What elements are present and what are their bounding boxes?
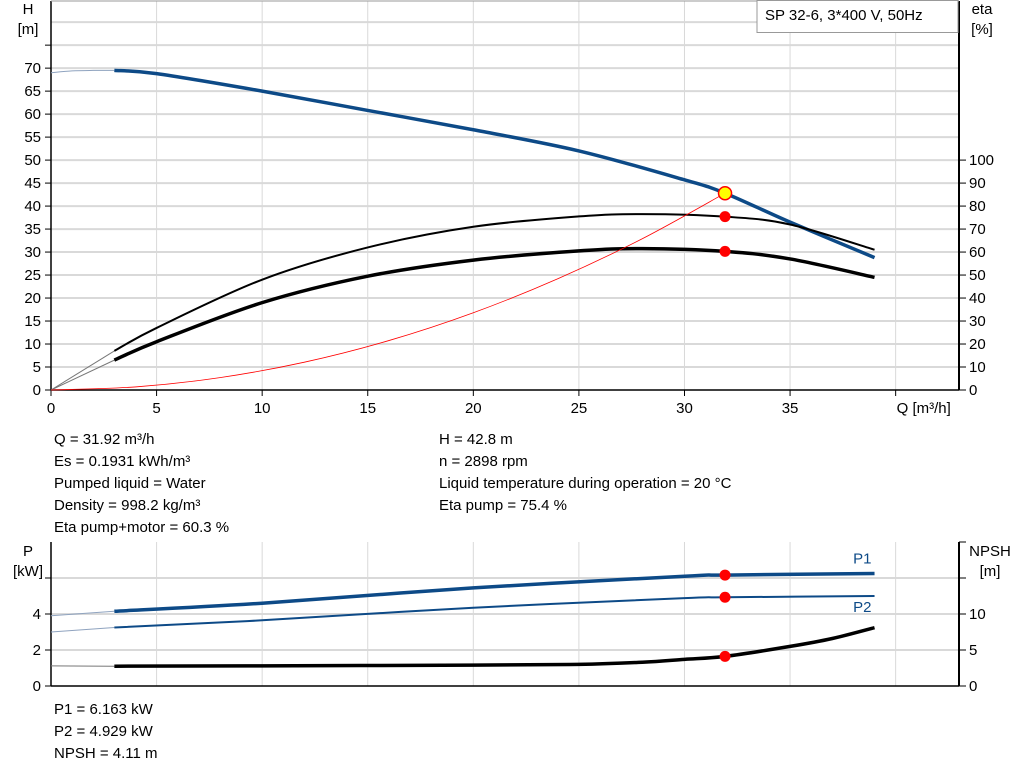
- y-left-tick-label: 25: [24, 267, 41, 284]
- eta-pump-motor-curve: [113, 246, 875, 362]
- y-left-tick-label: 45: [24, 175, 41, 192]
- duty-point-eta-pump-marker: [719, 211, 731, 223]
- x-tick-label: 30: [676, 400, 693, 417]
- info-n: n = 2898 rpm: [439, 453, 528, 470]
- p1-series-label: P1: [853, 551, 871, 568]
- x-tick-label: 10: [254, 400, 271, 417]
- eta-pump-curve: [113, 213, 875, 352]
- p1-curve: [114, 571, 875, 614]
- y-left-tick-label: 60: [24, 106, 41, 123]
- y-left-axis-label: H: [23, 1, 34, 18]
- duty-point-p1-marker: [719, 569, 731, 581]
- y-left-tick-label: 65: [24, 83, 41, 100]
- y-right-tick-label: 10: [969, 606, 986, 623]
- y-left-tick-label: 15: [24, 313, 41, 330]
- y-right-tick-label: 5: [969, 642, 977, 659]
- info-p1: P1 = 6.163 kW: [54, 701, 153, 718]
- p2-extension-line: [50, 627, 115, 633]
- duty-point-eta-pump-motor-marker: [719, 245, 731, 257]
- y-right-tick-label: 10: [969, 359, 986, 376]
- y-left-axis-unit: [kW]: [13, 563, 43, 580]
- y-left-tick-label: 10: [24, 336, 41, 353]
- y-right-tick-label: 100: [969, 152, 994, 169]
- y-left-tick-label: 35: [24, 221, 41, 238]
- system-curve-curve: [50, 192, 726, 391]
- duty-point-npsh-marker: [719, 650, 731, 662]
- p1-extension-line: [50, 610, 115, 617]
- x-tick-label: 0: [47, 400, 55, 417]
- h-extension-line: [50, 69, 115, 74]
- y-right-tick-label: 0: [969, 382, 977, 399]
- y-left-axis-label: P: [23, 543, 33, 560]
- info-eta-pump-motor: Eta pump+motor = 60.3 %: [54, 519, 230, 536]
- y-left-tick-label: 4: [33, 606, 41, 623]
- y-left-tick-label: 20: [24, 290, 41, 307]
- y-left-tick-label: 2: [33, 642, 41, 659]
- x-tick-label: 35: [782, 400, 799, 417]
- info-temp: Liquid temperature during operation = 20…: [439, 475, 732, 492]
- info-q: Q = 31.92 m³/h: [54, 431, 155, 448]
- y-right-tick-label: 20: [969, 336, 986, 353]
- info-density: Density = 998.2 kg/m³: [54, 497, 201, 514]
- info-liquid: Pumped liquid = Water: [54, 475, 206, 492]
- y-right-tick-label: 60: [969, 244, 986, 261]
- y-right-axis-unit: [m]: [980, 563, 1001, 580]
- y-right-tick-label: 50: [969, 267, 986, 284]
- info-p2: P2 = 4.929 kW: [54, 723, 153, 740]
- duty-point-p2-marker: [719, 591, 731, 603]
- y-right-axis-label: eta: [972, 1, 994, 18]
- y-right-axis-label: NPSH: [969, 543, 1011, 560]
- operating-point-marker: [717, 185, 733, 201]
- chart-title: SP 32-6, 3*400 V, 50Hz: [765, 7, 923, 24]
- x-tick-label: 20: [465, 400, 482, 417]
- npsh-curve: [114, 625, 875, 668]
- y-left-tick-label: 0: [33, 382, 41, 399]
- y-right-tick-label: 40: [969, 290, 986, 307]
- info-power: P1 = 6.163 kW P2 = 4.929 kW NPSH = 4.11 …: [54, 699, 158, 765]
- info-npsh: NPSH = 4.11 m: [54, 745, 158, 762]
- eta-pump-extension-line: [50, 350, 115, 391]
- y-left-tick-label: 55: [24, 129, 41, 146]
- x-tick-label: 25: [571, 400, 588, 417]
- y-left-tick-label: 40: [24, 198, 41, 215]
- y-right-tick-label: 90: [969, 175, 986, 192]
- y-right-tick-label: 0: [969, 678, 977, 695]
- info-h: H = 42.8 m: [439, 431, 513, 448]
- info-main-right: H = 42.8 m n = 2898 rpm Liquid temperatu…: [439, 429, 731, 517]
- p2-series-label: P2: [853, 599, 871, 616]
- title-box: [756, 0, 959, 33]
- y-left-tick-label: 0: [33, 678, 41, 695]
- y-left-axis-unit: [m]: [18, 21, 39, 38]
- h-curve: [114, 68, 876, 260]
- y-left-tick-label: 70: [24, 60, 41, 77]
- y-right-tick-label: 70: [969, 221, 986, 238]
- p2-curve: [114, 595, 875, 629]
- eta-pump-motor-extension-line: [50, 359, 115, 391]
- info-eta-pump: Eta pump = 75.4 %: [439, 497, 567, 514]
- info-main-left: Q = 31.92 m³/h Es = 0.1931 kWh/m³ Pumped…: [54, 429, 229, 539]
- info-es: Es = 0.1931 kWh/m³: [54, 453, 191, 470]
- y-left-tick-label: 5: [33, 359, 41, 376]
- y-right-tick-label: 30: [969, 313, 986, 330]
- x-tick-label: 5: [152, 400, 160, 417]
- y-right-axis-unit: [%]: [971, 21, 993, 38]
- x-tick-label: 15: [359, 400, 376, 417]
- x-axis-label: Q [m³/h]: [897, 400, 951, 417]
- y-left-tick-label: 30: [24, 244, 41, 261]
- y-left-tick-label: 50: [24, 152, 41, 169]
- y-right-tick-label: 80: [969, 198, 986, 215]
